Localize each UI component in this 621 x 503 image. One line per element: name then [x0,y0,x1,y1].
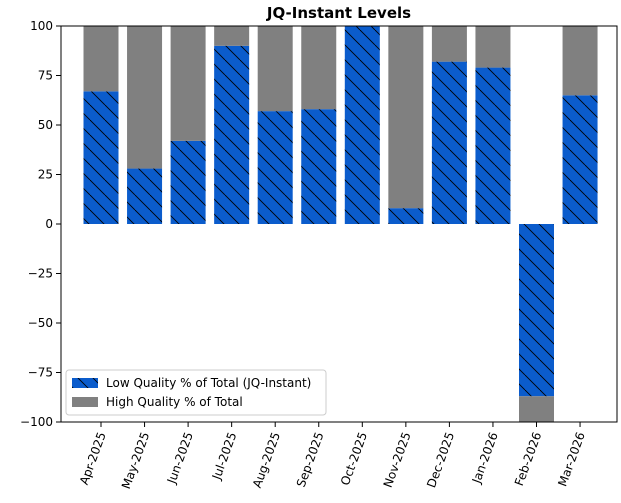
y-tick-label: −100 [20,415,53,429]
bar-low-quality-hatch-jan-2026 [475,67,511,224]
legend-label-high-quality: High Quality % of Total [106,395,243,409]
y-tick-label: 0 [45,217,53,231]
bar-low-quality-hatch-dec-2025 [431,61,467,224]
x-tick-label: Dec-2025 [424,430,457,489]
x-tick-label: Sep-2025 [294,430,327,489]
y-tick-label: −50 [28,316,53,330]
y-tick-label: 75 [38,69,53,83]
x-tick-label: Nov-2025 [381,430,414,489]
x-tick-label: May-2025 [119,430,152,491]
legend-box [65,369,327,416]
bar-low-quality-hatch-oct-2025 [344,26,380,224]
bar-low-quality-hatch-jun-2025 [170,140,206,224]
x-axis: Apr-2025 May-2025 Jun-2025 Jul-2025 Aug-2025… [77,422,588,491]
bar-high-quality-jan-2026 [475,26,511,68]
x-tick-label: Mar-2026 [555,430,588,488]
bar-low-quality-hatch-sep-2025 [301,109,337,224]
y-tick-label: −25 [28,267,53,281]
bar-low-quality-hatch-nov-2025 [388,208,424,224]
x-tick-label: Jan-2026 [469,430,501,486]
plot-frame [60,25,618,423]
x-tick-label: Aug-2025 [250,430,283,490]
y-tick-label: 100 [30,19,53,33]
bar-high-quality-sep-2025 [301,26,337,110]
bar-low-quality-hatch-may-2025 [127,168,163,224]
bar-high-quality-nov-2025 [388,26,424,209]
x-tick-label: Oct-2025 [338,430,370,487]
y-tick-label: 50 [38,118,53,132]
legend-label-low-quality: Low Quality % of Total (JQ-Instant) [106,376,311,390]
bar-high-quality-apr-2025 [83,26,119,92]
bar-high-quality-feb-2026 [519,396,554,422]
bar-low-quality-hatch-mar-2026 [562,95,598,224]
bar-low-quality-hatch-feb-2026 [519,224,554,397]
y-tick-label: 25 [38,168,53,182]
y-tick-label: −75 [28,366,53,380]
y-axis: 100 75 50 25 0 −25 −50 −75 −100 [20,19,61,429]
bar-low-quality-hatch-apr-2025 [83,91,119,224]
legend: Low Quality % of Total (JQ-Instant) High… [65,369,327,416]
bar-high-quality-jun-2025 [170,26,206,141]
bar-low-quality-hatch-jul-2025 [214,45,250,224]
legend-swatch-high-quality [72,397,98,407]
legend-swatch-low-quality-hatch [72,378,98,388]
bar-high-quality-may-2025 [127,26,163,169]
bar-high-quality-dec-2025 [431,26,467,62]
x-tick-label: Feb-2026 [512,430,544,488]
bar-high-quality-jul-2025 [214,26,250,46]
x-tick-label: Jun-2025 [164,430,196,486]
x-tick-label: Jul-2025 [209,430,239,482]
chart-title: JQ-Instant Levels [266,4,411,22]
x-tick-label: Apr-2025 [77,430,109,486]
bar-high-quality-mar-2026 [562,26,598,96]
bar-low-quality-hatch-aug-2025 [257,111,293,224]
bars-layer [83,26,598,422]
bar-high-quality-aug-2025 [257,26,293,112]
